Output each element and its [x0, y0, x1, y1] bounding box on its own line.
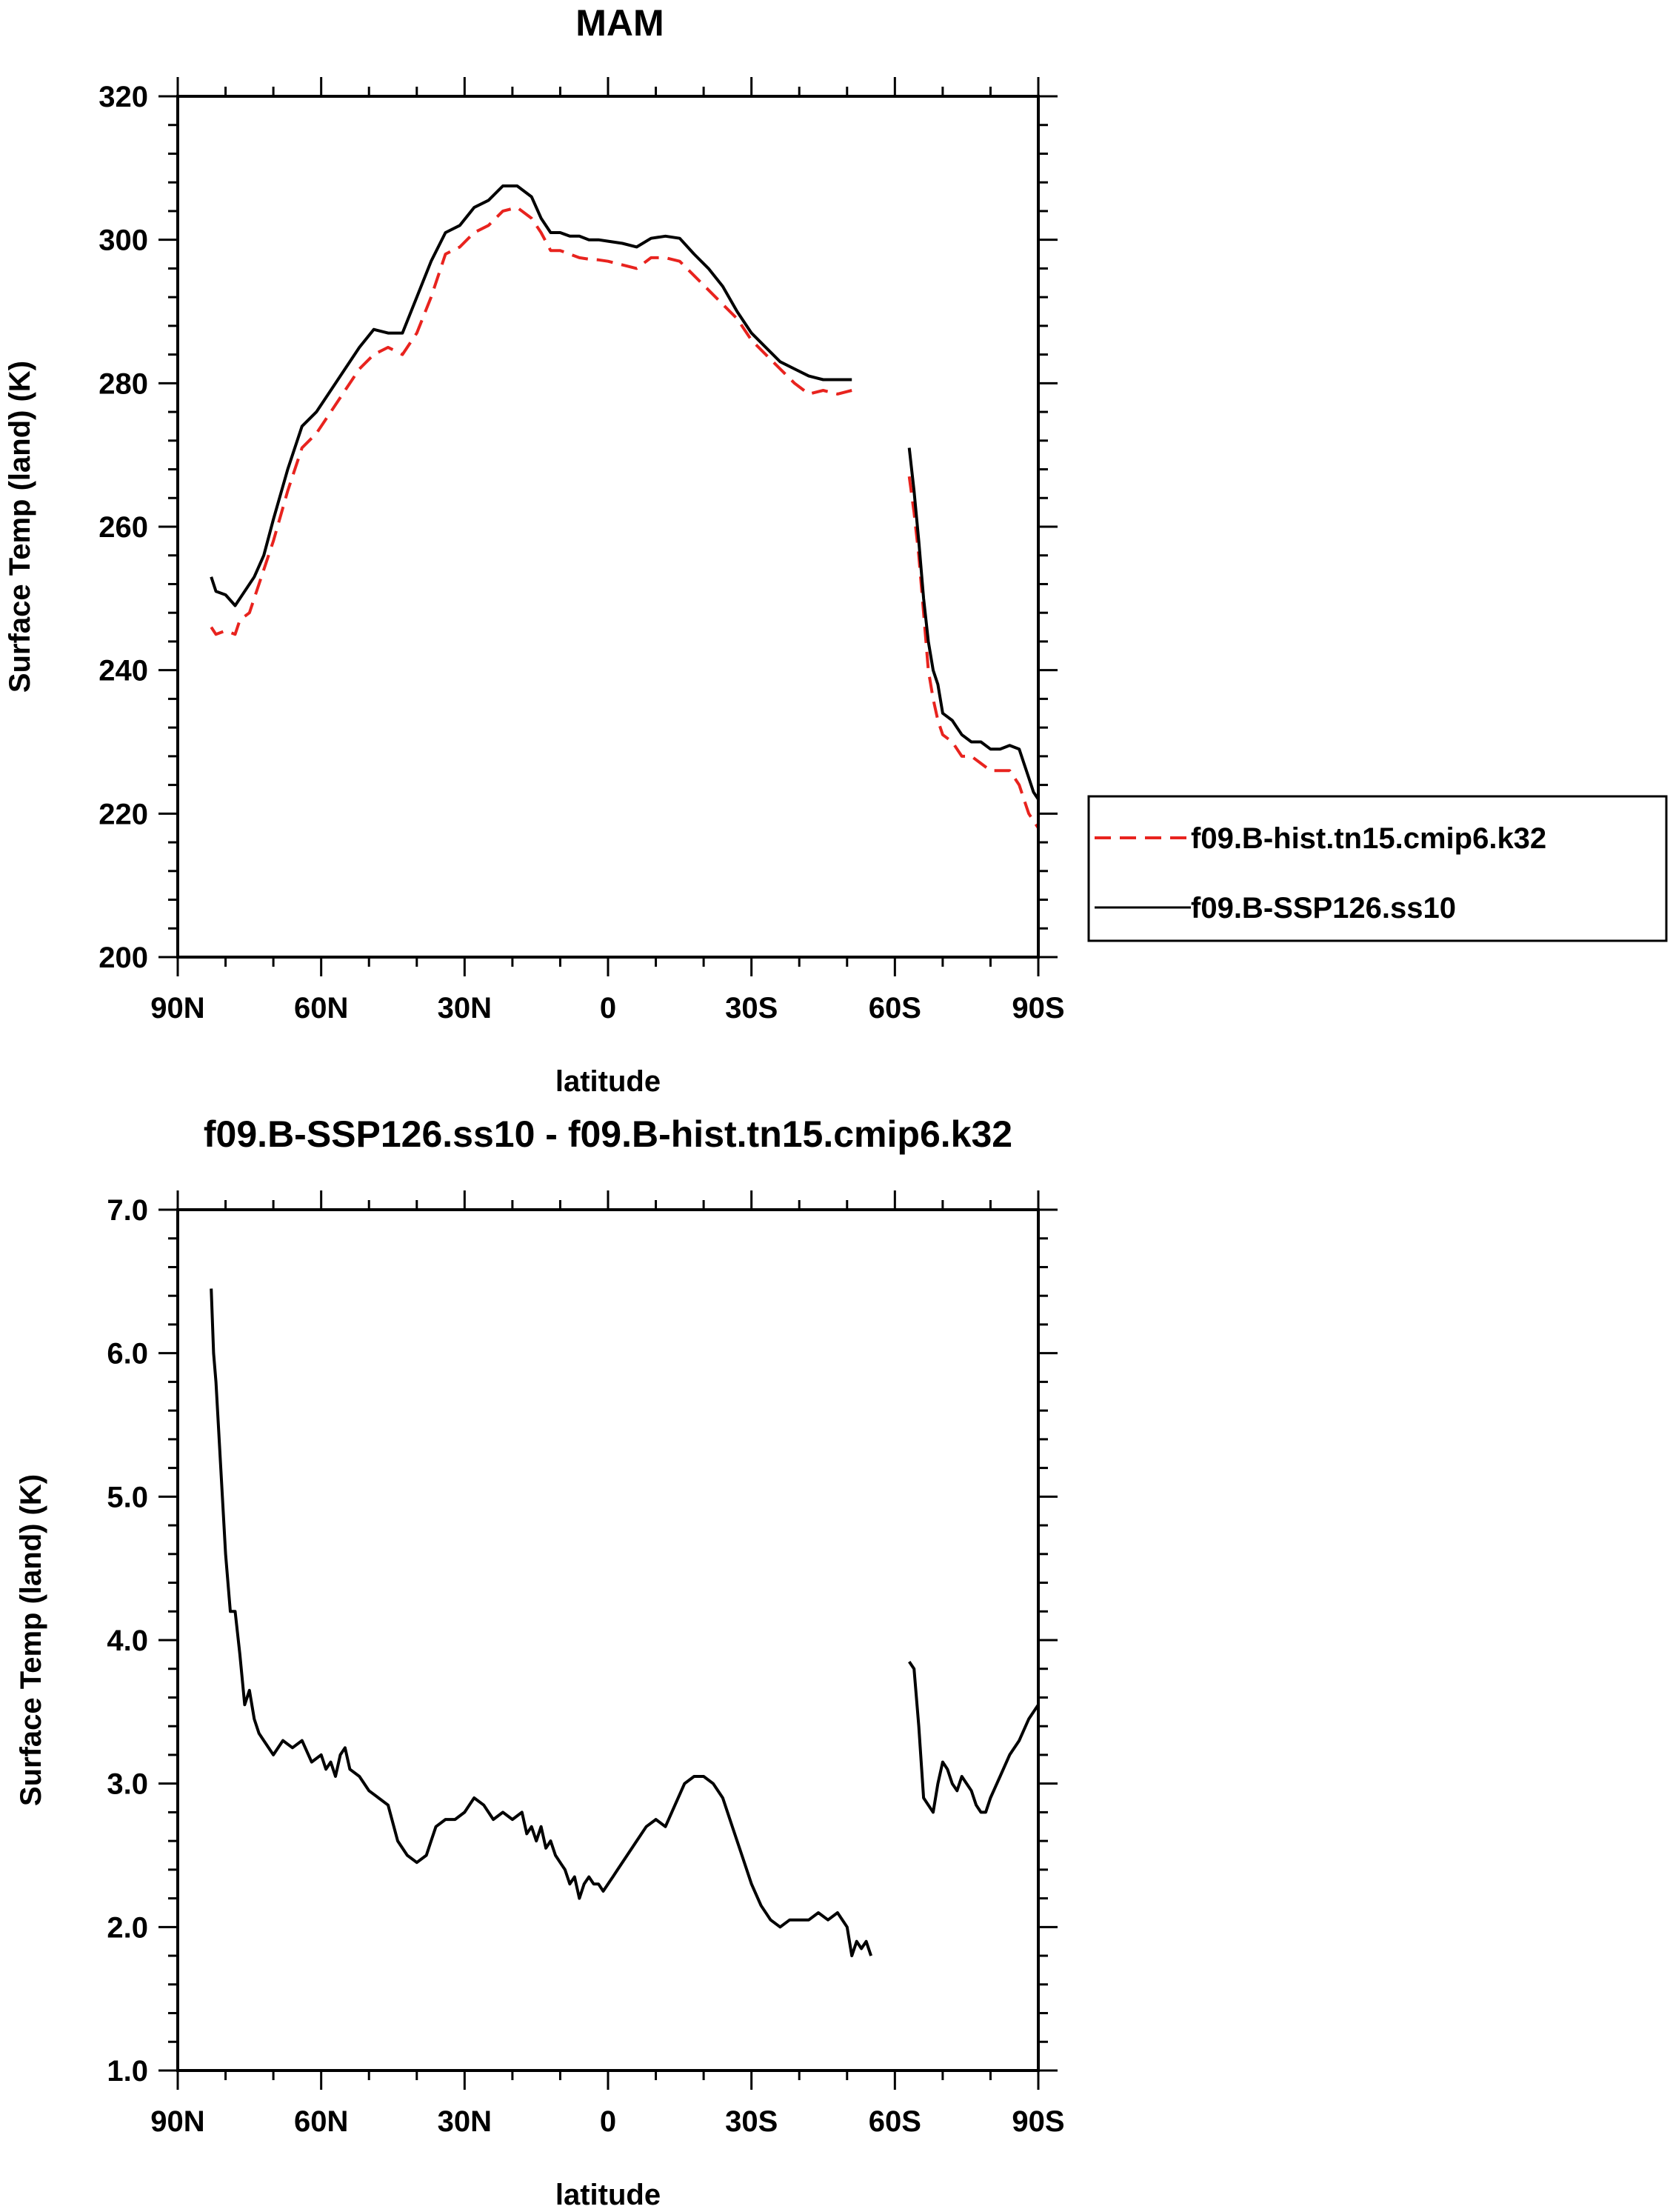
- chart-top: MAM 90N 60N 30N 0 30S 60S 90S 200 220 240 260 280 3…: [4, 2, 1668, 1098]
- chart-bottom-title: f09.B-SSP126.ss10 - f09.B-hist.tn15.cmip…: [204, 1113, 1012, 1155]
- x-tick-label: 90N: [150, 992, 204, 1025]
- series-line-ssp-segment-0: [210, 184, 852, 607]
- x-tick-label: 30S: [725, 2105, 778, 2138]
- chart-bottom: f09.B-SSP126.ss10 - f09.B-hist.tn15.cmip…: [15, 1113, 1065, 2211]
- chart-top-title: MAM: [575, 2, 664, 44]
- chart-top-series: [210, 184, 1040, 829]
- chart-bottom-y-tick-labels: 1.0 2.0 3.0 4.0 5.0 6.0 7.0: [107, 1194, 148, 2088]
- x-tick-label: 30N: [438, 2105, 492, 2138]
- y-tick-label: 300: [98, 224, 148, 257]
- chart-top-x-tick-labels: 90N 60N 30N 0 30S 60S 90S: [150, 992, 1064, 1025]
- chart-bottom-ylabel: Surface Temp (land) (K): [15, 1474, 47, 1806]
- x-tick-label: 90S: [1012, 992, 1064, 1025]
- series-line-ssp-segment-1: [907, 447, 1040, 801]
- x-tick-label: 0: [600, 992, 616, 1025]
- y-tick-label: 320: [98, 81, 148, 113]
- legend-label-ssp: f09.B-SSP126.ss10: [1191, 892, 1456, 925]
- x-tick-label: 0: [600, 2105, 616, 2138]
- legend-label-hist: f09.B-hist.tn15.cmip6.k32: [1191, 822, 1546, 855]
- chart-bottom-frame: [176, 1208, 1040, 2072]
- y-tick-label: 200: [98, 942, 148, 974]
- y-tick-label: 7.0: [107, 1194, 148, 1227]
- x-tick-label: 30N: [438, 992, 492, 1025]
- y-tick-label: 280: [98, 367, 148, 400]
- y-tick-label: 240: [98, 655, 148, 687]
- chart-bottom-series: [210, 1288, 1040, 1958]
- chart-top-legend: f09.B-hist.tn15.cmip6.k32 f09.B-SSP126.s…: [1087, 795, 1668, 942]
- x-tick-label: 60N: [294, 2105, 348, 2138]
- chart-top-xlabel: latitude: [555, 1065, 661, 1098]
- x-tick-label: 60S: [869, 2105, 921, 2138]
- y-tick-label: 220: [98, 798, 148, 830]
- y-tick-label: 260: [98, 511, 148, 544]
- x-tick-label: 90S: [1012, 2105, 1064, 2138]
- y-tick-label: 1.0: [107, 2055, 148, 2088]
- y-tick-label: 5.0: [107, 1481, 148, 1513]
- y-tick-label: 4.0: [107, 1625, 148, 1657]
- chart-top-ticks: [158, 77, 1058, 976]
- series-line-hist-segment-0: [210, 206, 852, 636]
- chart-bottom-ticks: [158, 1190, 1058, 2090]
- legend-box: [1087, 795, 1668, 942]
- y-tick-label: 3.0: [107, 1768, 148, 1801]
- y-tick-label: 6.0: [107, 1338, 148, 1370]
- y-tick-label: 2.0: [107, 1911, 148, 1944]
- chart-top-ylabel: Surface Temp (land) (K): [4, 361, 36, 693]
- x-tick-label: 90N: [150, 2105, 204, 2138]
- x-tick-label: 60N: [294, 992, 348, 1025]
- chart-top-y-tick-labels: 200 220 240 260 280 300 320: [98, 81, 148, 974]
- chart-bottom-xlabel: latitude: [555, 2179, 661, 2211]
- series-line-ssp-segment-0: [210, 1288, 872, 1958]
- chart-top-frame: [176, 95, 1040, 959]
- x-tick-label: 60S: [869, 992, 921, 1025]
- x-tick-label: 30S: [725, 992, 778, 1025]
- series-line-hist-segment-1: [907, 476, 1040, 829]
- chart-bottom-x-tick-labels: 90N 60N 30N 0 30S 60S 90S: [150, 2105, 1064, 2138]
- series-line-ssp-segment-1: [908, 1660, 1040, 1814]
